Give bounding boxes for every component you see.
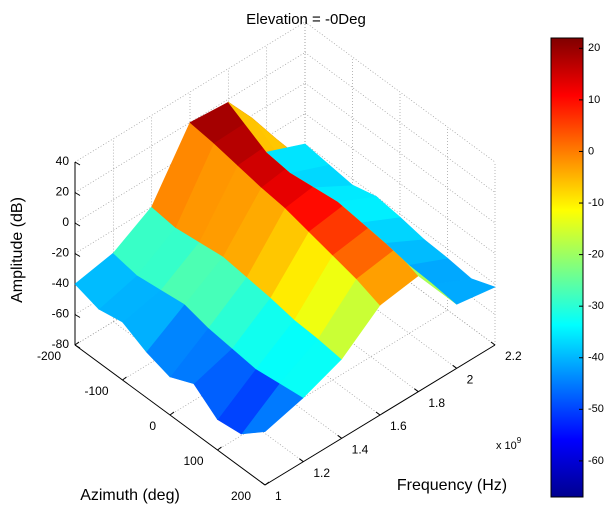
tick-mark (217, 446, 222, 451)
colorbar-tick-label: -30 (588, 300, 604, 312)
colorbar-tick-label: 10 (588, 94, 600, 106)
z-tick-label: 40 (56, 154, 70, 168)
x-tick-label: 100 (183, 454, 203, 468)
surface-patch (266, 143, 330, 173)
x-tick-label: 200 (231, 489, 251, 503)
z-tick-label: -60 (52, 307, 70, 321)
colorbar-tick-label: -10 (588, 197, 604, 209)
tick-mark (74, 314, 81, 318)
colorbar-tick-label: 20 (588, 42, 600, 54)
tick-mark (264, 481, 270, 486)
chart-title: Elevation = -0Deg (246, 11, 366, 28)
tick-mark (337, 434, 342, 439)
multiplier-exponent: 9 (517, 436, 522, 445)
tick-mark (452, 364, 457, 369)
grid-line (304, 21, 496, 163)
z-tick-label: -20 (52, 246, 70, 260)
x-axis-title: Azimuth (deg) (80, 487, 180, 504)
x-tick-label: -100 (84, 384, 108, 398)
colorbar-tick-label: 0 (588, 145, 594, 157)
tick-mark (260, 481, 266, 486)
tick-mark (74, 341, 80, 346)
z-tick-label: 0 (62, 215, 69, 229)
grid-line (304, 143, 496, 285)
y-tick-label: 1.4 (352, 443, 369, 457)
x-tick-label: 0 (149, 419, 156, 433)
colorbar-tick-label: -40 (588, 352, 604, 364)
colorbar-tick-label: -20 (588, 249, 604, 261)
tick-mark (490, 341, 496, 346)
x-tick-label: -200 (37, 349, 61, 363)
y-axis-title: Frequency (Hz) (397, 477, 507, 494)
y-tick-label: 1.2 (313, 466, 330, 480)
tick-mark (375, 411, 381, 416)
z-tick-label: 20 (56, 185, 70, 199)
multiplier-base: x 10 (496, 440, 517, 452)
y-multiplier: x 109 (496, 436, 522, 452)
grid-line (304, 82, 496, 224)
colorbar (550, 37, 584, 498)
colorbar-tick-label: -60 (588, 455, 604, 467)
tick-mark (74, 344, 81, 349)
tick-mark (169, 411, 175, 416)
tick-mark (122, 376, 127, 381)
y-tick-label: 2 (467, 373, 474, 387)
colorbar-tick-label: -50 (588, 403, 604, 415)
y-tick-label: 2.2 (505, 349, 522, 363)
tick-mark (74, 161, 81, 166)
tick-mark (414, 388, 419, 393)
tick-mark (74, 192, 81, 196)
z-tick-label: -80 (52, 337, 70, 351)
y-tick-label: 1.8 (428, 396, 445, 410)
tick-mark (299, 458, 304, 463)
grid-line (304, 113, 496, 254)
y-tick-label: 1 (275, 489, 282, 503)
y-tick-label: 1.6 (390, 419, 407, 433)
z-axis-title: Amplitude (dB) (9, 197, 26, 303)
grid-line (304, 52, 496, 193)
tick-mark (74, 222, 81, 227)
tick-mark (74, 253, 81, 257)
z-tick-label: -40 (52, 276, 70, 290)
surface (74, 101, 496, 435)
